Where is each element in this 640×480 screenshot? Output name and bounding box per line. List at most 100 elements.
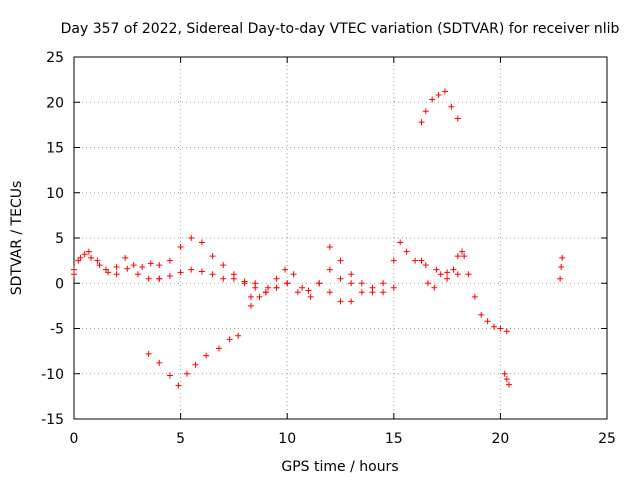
data-point xyxy=(459,248,466,255)
data-point xyxy=(226,336,233,343)
data-point xyxy=(262,289,269,296)
data-point xyxy=(256,293,263,300)
data-point xyxy=(113,263,120,270)
data-point xyxy=(505,381,512,388)
x-tick-label: 5 xyxy=(176,431,185,447)
series-track-6 xyxy=(252,280,355,305)
data-point xyxy=(147,260,154,267)
data-point xyxy=(183,370,190,377)
x-tick-label: 20 xyxy=(491,431,509,447)
data-point xyxy=(124,265,131,272)
data-point xyxy=(316,280,323,287)
data-points xyxy=(71,88,566,389)
series-track-11 xyxy=(501,370,512,388)
series-track-9 xyxy=(418,253,461,291)
series-track-3 xyxy=(156,235,254,300)
y-tick-label: -15 xyxy=(41,412,64,428)
data-point xyxy=(397,239,404,246)
data-point xyxy=(113,271,120,278)
chart-title: Day 357 of 2022, Sidereal Day-to-day VTE… xyxy=(61,21,620,37)
x-tick-label: 0 xyxy=(70,431,79,447)
data-point xyxy=(215,345,222,352)
data-point xyxy=(503,328,510,335)
data-point xyxy=(284,280,291,287)
data-point xyxy=(94,257,101,264)
data-point xyxy=(348,280,355,287)
series-track-7 xyxy=(326,244,397,296)
data-point xyxy=(444,269,451,276)
data-point xyxy=(130,262,137,269)
data-point xyxy=(77,254,84,261)
series-track-12 xyxy=(557,254,566,282)
data-point xyxy=(390,284,397,291)
y-tick-label: 15 xyxy=(46,141,64,157)
data-point xyxy=(307,293,314,300)
data-point xyxy=(358,289,365,296)
data-point xyxy=(422,108,429,115)
data-point xyxy=(122,254,129,261)
data-point xyxy=(437,271,444,278)
data-point xyxy=(422,262,429,269)
data-point xyxy=(412,257,419,264)
axis-ticks: 0 5 10 15 20 25 -15 -10 -5 0 5 10 15 20 25 xyxy=(41,50,616,447)
data-point xyxy=(273,275,280,282)
data-point xyxy=(403,248,410,255)
data-point xyxy=(348,298,355,305)
data-point xyxy=(220,262,227,269)
data-point xyxy=(491,323,498,330)
x-axis-label: GPS time / hours xyxy=(281,459,398,475)
data-point xyxy=(96,262,103,269)
data-point xyxy=(235,332,242,339)
y-tick-label: 25 xyxy=(46,50,64,66)
x-tick-label: 10 xyxy=(278,431,296,447)
data-point xyxy=(454,271,461,278)
data-point xyxy=(166,372,173,379)
data-point xyxy=(209,253,216,260)
data-point xyxy=(299,284,306,291)
data-point xyxy=(175,382,182,389)
data-point xyxy=(241,280,248,287)
data-point xyxy=(450,266,457,273)
data-point xyxy=(305,287,312,294)
data-point xyxy=(71,271,77,278)
series-track-4 xyxy=(145,332,242,389)
data-point xyxy=(461,253,468,260)
data-point xyxy=(559,254,566,261)
data-point xyxy=(337,298,344,305)
data-point xyxy=(177,244,184,251)
data-point xyxy=(81,251,88,258)
data-point xyxy=(230,271,237,278)
data-point xyxy=(145,275,152,282)
data-point xyxy=(503,376,510,383)
data-point xyxy=(337,275,344,282)
data-point xyxy=(102,266,109,273)
data-point xyxy=(390,257,397,264)
data-point xyxy=(209,271,216,278)
y-axis-label: SDTVAR / TECUs xyxy=(9,181,25,296)
series-track-8 xyxy=(418,88,461,126)
data-point xyxy=(134,271,141,278)
x-tick-label: 15 xyxy=(385,431,403,447)
data-point xyxy=(188,235,195,241)
data-point xyxy=(418,119,425,126)
data-point xyxy=(220,275,227,282)
x-tick-label: 25 xyxy=(598,431,616,447)
series-track-2 xyxy=(71,248,163,278)
data-point xyxy=(85,248,92,255)
data-point xyxy=(198,268,205,275)
data-point xyxy=(348,271,355,278)
series-track-5 xyxy=(247,239,468,309)
data-point xyxy=(465,271,472,278)
data-point xyxy=(282,266,289,273)
data-point xyxy=(424,280,431,287)
data-point xyxy=(88,254,95,261)
data-point xyxy=(326,289,333,296)
data-point xyxy=(557,275,564,282)
data-point xyxy=(265,284,272,291)
data-point xyxy=(326,266,333,273)
y-tick-label: 20 xyxy=(46,95,64,111)
data-point xyxy=(166,273,173,280)
data-point xyxy=(484,318,491,325)
data-point xyxy=(380,289,387,296)
